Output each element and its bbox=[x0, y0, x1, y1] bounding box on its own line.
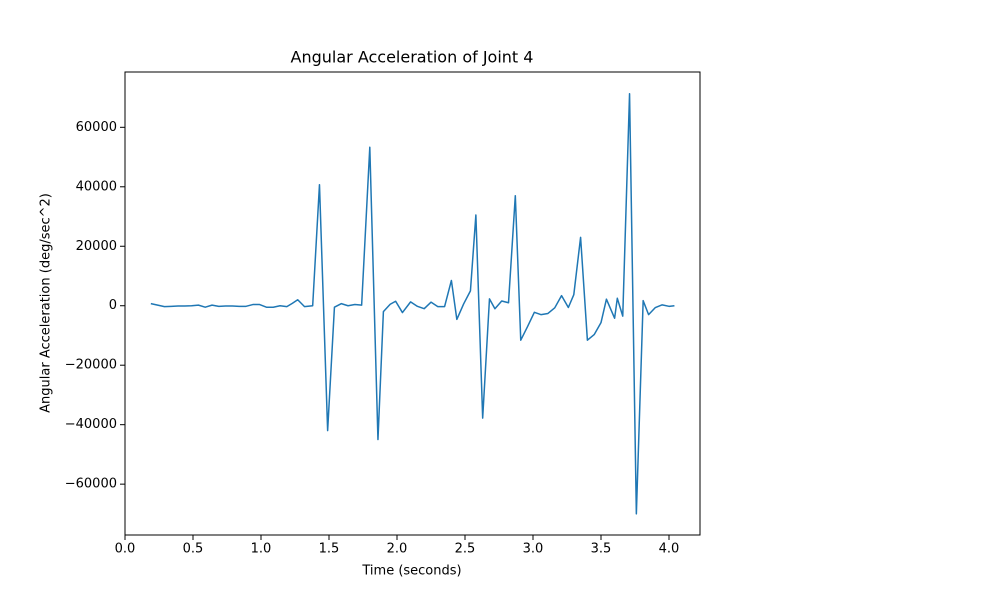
data-line bbox=[150, 92, 675, 515]
y-tick-label: 60000 bbox=[76, 120, 117, 135]
y-tick-label: 40000 bbox=[76, 179, 117, 194]
x-tick-label: 2.5 bbox=[455, 542, 476, 557]
x-tick-label: 3.0 bbox=[523, 542, 544, 557]
y-tick-label: −60000 bbox=[65, 477, 117, 492]
y-tick-label: −40000 bbox=[65, 417, 117, 432]
x-axis-label: Time (seconds) bbox=[361, 564, 461, 579]
y-tick-label: 20000 bbox=[76, 239, 117, 254]
x-tick-label: 1.5 bbox=[319, 542, 340, 557]
y-axis-label: Angular Acceleration (deg/sec^2) bbox=[39, 193, 54, 413]
y-tick-label: −20000 bbox=[65, 358, 117, 373]
chart-title: Angular Acceleration of Joint 4 bbox=[291, 48, 534, 67]
x-tick-label: 3.5 bbox=[591, 542, 612, 557]
x-tick-label: 4.0 bbox=[659, 542, 680, 557]
x-tick-label: 0.0 bbox=[115, 542, 136, 557]
x-tick-label: 1.0 bbox=[251, 542, 272, 557]
y-tick-label: 0 bbox=[109, 298, 117, 313]
x-tick-label: 0.5 bbox=[183, 542, 204, 557]
x-tick-label: 2.0 bbox=[387, 542, 408, 557]
plot-frame bbox=[124, 71, 701, 536]
